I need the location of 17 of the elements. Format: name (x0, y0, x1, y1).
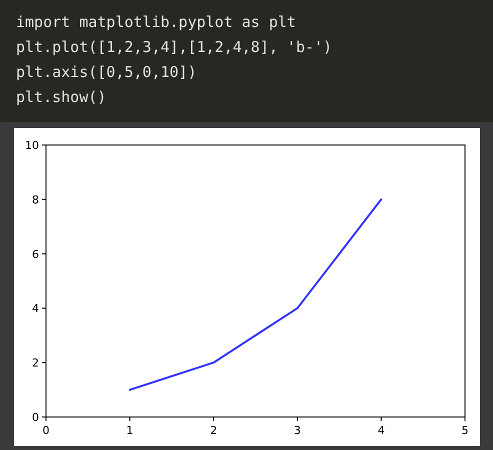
text: plt.plot([1,2,3,4],[1,2,4,8], 'b-') (16, 38, 332, 56)
x-tick-label: 4 (378, 424, 385, 437)
text: plt.axis([0,5,0,10]) (16, 63, 197, 81)
y-tick-label: 10 (25, 139, 39, 152)
x-tick-label: 1 (126, 424, 134, 437)
line-series (128, 198, 382, 391)
y-tick-label: 8 (32, 193, 39, 206)
x-tick-label: 2 (210, 424, 218, 437)
y-tick-label: 6 (32, 248, 39, 261)
y-tick-label: 4 (32, 302, 39, 316)
y-tick-label: 2 (32, 356, 39, 370)
text: import matplotlib.pyplot as plt (16, 13, 296, 31)
y-tick-label: 0 (32, 411, 39, 424)
text: plt.show() (16, 88, 106, 106)
x-tick-label: 5 (462, 424, 468, 437)
x-tick-label: 0 (42, 424, 50, 437)
x-tick-label: 3 (294, 424, 301, 437)
